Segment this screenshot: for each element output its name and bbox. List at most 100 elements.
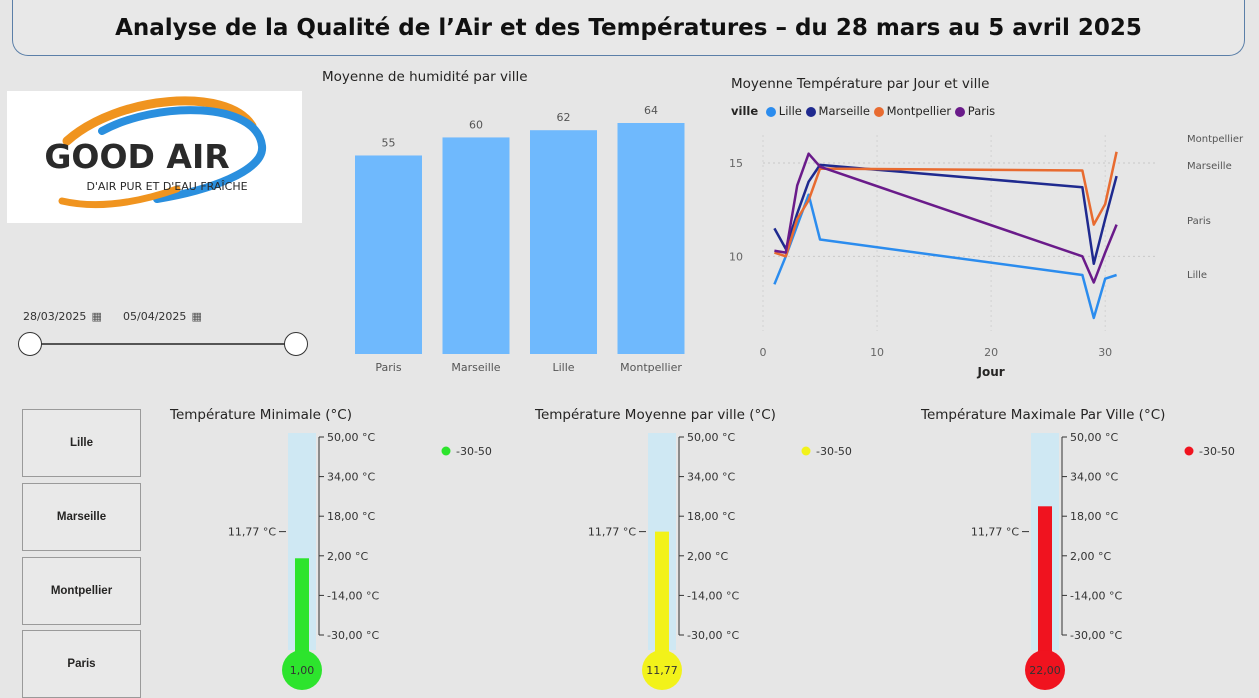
gauge-legend-label: -30-50 xyxy=(1199,445,1235,458)
temp-chart-legend: ville Lille Marseille Montpellier Paris xyxy=(731,104,995,118)
legend-dot-icon xyxy=(873,106,884,117)
gauge-tick-label: 34,00 °C xyxy=(1070,471,1118,484)
gauge-tick-label: -30,00 °C xyxy=(1070,629,1122,642)
gauge-legend-dot-icon xyxy=(1184,446,1194,456)
humidity-category-label: Marseille xyxy=(451,361,500,374)
gauge-tick-label: -30,00 °C xyxy=(327,629,379,642)
gauge-tick-label: -14,00 °C xyxy=(687,589,739,602)
gauge-max-temperature: 22,00 50,00 °C 34,00 °C 18,00 °C 2,00 °C -14,… xyxy=(971,431,1235,690)
gauge-tick-label: 18,00 °C xyxy=(687,510,735,523)
x-axis-title: Jour xyxy=(977,365,1005,379)
gauge-tick-label: 34,00 °C xyxy=(327,471,375,484)
x-tick-label: 30 xyxy=(1098,346,1112,359)
gauge-value-label: 11,77 xyxy=(646,664,678,677)
calendar-icon[interactable]: ▦ xyxy=(91,310,102,323)
city-button-montpellier[interactable]: Montpellier xyxy=(22,557,141,625)
city-button-paris[interactable]: Paris xyxy=(22,630,141,698)
gauge-legend-dot-icon xyxy=(441,446,451,456)
x-tick-label: 20 xyxy=(984,346,998,359)
thermometer-bulb xyxy=(642,650,682,690)
date-slicer-start[interactable]: 28/03/2025 ▦ xyxy=(23,305,102,324)
humidity-bar[interactable] xyxy=(617,123,685,354)
date-slicer-end[interactable]: 05/04/2025 ▦ xyxy=(123,305,202,324)
gauge-value-label: 22,00 xyxy=(1029,664,1061,677)
legend-dot-icon xyxy=(954,106,965,117)
series-end-label: Montpellier xyxy=(1187,134,1244,145)
x-tick-label: 10 xyxy=(870,346,884,359)
gauge-tick-label: -30,00 °C xyxy=(687,629,739,642)
humidity-data-label: 55 xyxy=(382,136,396,149)
humidity-category-label: Lille xyxy=(552,361,574,374)
gauge-tick-label: -14,00 °C xyxy=(1070,589,1122,602)
humidity-bar[interactable] xyxy=(442,137,510,354)
gauge-value-label: 1,00 xyxy=(290,664,315,677)
y-tick-label: 15 xyxy=(729,157,743,170)
city-button-lille[interactable]: Lille xyxy=(22,409,141,477)
report-title-bar: Analyse de la Qualité de l’Air et des Te… xyxy=(12,0,1245,56)
y-tick-label: 10 xyxy=(729,250,743,263)
legend-item-lille[interactable]: Lille xyxy=(765,104,802,118)
series-line-paris[interactable] xyxy=(774,152,1118,284)
series-end-label: Lille xyxy=(1187,270,1207,281)
x-tick-label: 0 xyxy=(760,346,767,359)
legend-dot-icon xyxy=(805,106,816,117)
humidity-data-label: 64 xyxy=(644,104,658,117)
thermometer-fill xyxy=(295,558,309,660)
legend-item-montpellier[interactable]: Montpellier xyxy=(873,104,951,118)
gauge-tick-label: -14,00 °C xyxy=(327,589,379,602)
humidity-data-label: 60 xyxy=(469,118,483,131)
gauge-legend-label: -30-50 xyxy=(456,445,492,458)
series-line-montpellier[interactable] xyxy=(774,151,1118,258)
humidity-data-label: 62 xyxy=(557,111,571,124)
legend-dot-icon xyxy=(765,106,776,117)
city-button-marseille[interactable]: Marseille xyxy=(22,483,141,551)
humidity-bar[interactable] xyxy=(530,130,597,354)
series-end-label: Marseille xyxy=(1187,161,1232,172)
date-range-start-handle[interactable] xyxy=(18,332,42,356)
thermometer-bulb xyxy=(1025,650,1065,690)
series-end-label: Paris xyxy=(1187,216,1211,227)
humidity-bar[interactable] xyxy=(355,155,422,354)
gauge-tick-label: 50,00 °C xyxy=(1070,431,1118,444)
gauge-tick-label: 18,00 °C xyxy=(1070,510,1118,523)
gauge-avg-temperature: 11,77 50,00 °C 34,00 °C 18,00 °C 2,00 °C -14,… xyxy=(588,431,852,690)
logo: GOOD AIR D'AIR PUR ET D'EAU FRAÎCHE xyxy=(7,91,302,223)
logo-brand-text: GOOD AIR xyxy=(44,137,229,176)
gauge-tick-label: 34,00 °C xyxy=(687,471,735,484)
thermometer-bulb xyxy=(282,650,322,690)
gauge-max-title: Température Maximale Par Ville (°C) xyxy=(921,407,1166,423)
gauge-tick-label: 2,00 °C xyxy=(1070,550,1111,563)
gauge-tick-label: 50,00 °C xyxy=(687,431,735,444)
thermometer-fill xyxy=(1038,506,1052,660)
temp-chart-title: Moyenne Température par Jour et ville xyxy=(731,76,990,92)
humidity-bar-chart: 55 Paris 60 Marseille 62 Lille 64 Montpellier xyxy=(355,104,685,374)
gauge-tick-label: 2,00 °C xyxy=(327,550,368,563)
date-start-value: 28/03/2025 xyxy=(23,310,87,323)
date-range-end-handle[interactable] xyxy=(284,332,308,356)
gauge-avg-title: Température Moyenne par ville (°C) xyxy=(535,407,776,423)
logo-graphic: GOOD AIR D'AIR PUR ET D'EAU FRAÎCHE xyxy=(44,96,266,209)
logo-tagline: D'AIR PUR ET D'EAU FRAÎCHE xyxy=(86,180,247,193)
legend-title: ville xyxy=(731,104,759,118)
thermometer-fill xyxy=(655,531,669,660)
humidity-chart-title: Moyenne de humidité par ville xyxy=(322,69,528,85)
gauge-tick-label: 2,00 °C xyxy=(687,550,728,563)
gauge-tick-label: 50,00 °C xyxy=(327,431,375,444)
humidity-category-label: Paris xyxy=(375,361,401,374)
date-end-value: 05/04/2025 xyxy=(123,310,187,323)
series-line-lille[interactable] xyxy=(773,193,1117,320)
legend-item-paris[interactable]: Paris xyxy=(954,104,995,118)
temperature-line-chart: 10 15 0 10 20 30 Jour Lille Marseille Montpellier… xyxy=(729,134,1244,379)
legend-item-marseille[interactable]: Marseille xyxy=(805,104,870,118)
gauge-min-temperature: 1,00 50,00 °C 34,00 °C 18,00 °C 2,00 °C -14,0… xyxy=(228,431,492,690)
gauge-min-title: Température Minimale (°C) xyxy=(170,407,352,423)
series-line-marseille[interactable] xyxy=(773,163,1118,266)
gauge-reference-label: 11,77 °C xyxy=(588,526,636,539)
calendar-icon[interactable]: ▦ xyxy=(191,310,202,323)
humidity-category-label: Montpellier xyxy=(620,361,682,374)
page-title: Analyse de la Qualité de l’Air et des Te… xyxy=(115,14,1142,41)
gauge-reference-label: 11,77 °C xyxy=(228,526,276,539)
date-range-track[interactable] xyxy=(30,343,296,345)
gauge-tick-label: 18,00 °C xyxy=(327,510,375,523)
gauge-reference-label: 11,77 °C xyxy=(971,526,1019,539)
